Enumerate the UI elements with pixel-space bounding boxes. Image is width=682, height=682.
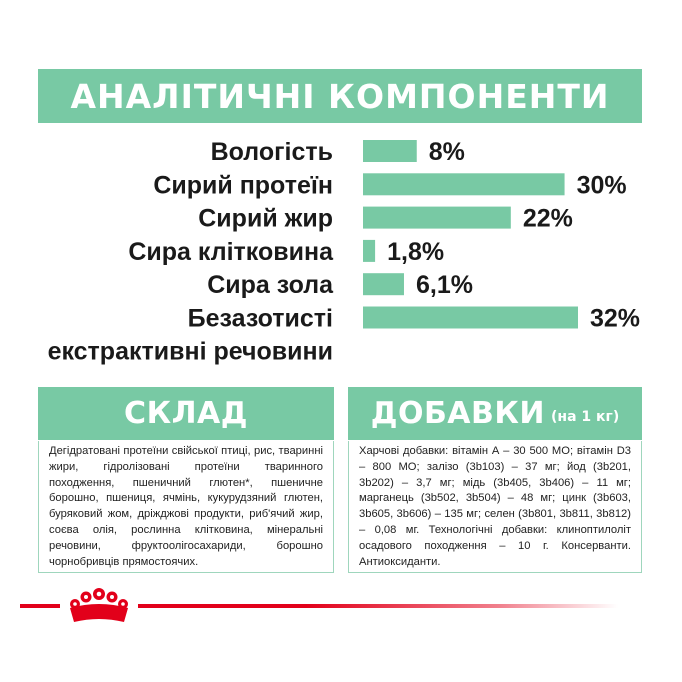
data-label-2: 22% [523,205,573,233]
data-label-0: 8% [429,138,465,166]
data-label-1: 30% [577,171,627,199]
bar-3 [363,239,376,262]
footer-line-right [138,604,618,608]
bar-5 [363,306,578,329]
data-label-4: 6,1% [416,271,473,299]
category-label-3: Сира клітковина [128,238,334,266]
category-label-0: Вологість [211,138,333,166]
additives-header: ДОБАВКИ (на 1 кг) [348,387,642,440]
bar-0 [363,140,417,162]
composition-title: СКЛАД [124,396,248,431]
header-band: АНАЛІТИЧНІ КОМПОНЕНТИ [38,69,642,123]
category-label-5-line-0: Безазотисті [188,305,333,333]
category-label-1: Сирий протеїн [153,171,333,199]
category-label-4: Сира зола [207,271,334,299]
data-label-5: 32% [590,305,640,333]
additives-text: Харчові добавки: вітамін А – 30 500 МО; … [348,441,642,573]
nutrient-bar-chart: 8% Вологість 30% Сирий протеїн 22% Сирий жир 1… [48,138,640,366]
bar-4 [363,273,404,296]
composition-text: Дегідратовані протеїни свійської птиці, … [38,441,334,573]
composition-header: СКЛАД [38,387,334,440]
bar-1 [363,173,565,196]
category-label-5-line-1: екстрактивні речовини [48,338,333,366]
data-label-3: 1,8% [387,238,444,266]
footer-line-left [20,604,60,608]
chart-title: АНАЛІТИЧНІ КОМПОНЕНТИ [70,76,610,116]
category-label-2: Сирий жир [198,205,333,233]
additives-title: ДОБАВКИ [370,396,546,431]
royal-canin-crown-icon [70,588,128,622]
additives-subtitle: (на 1 кг) [551,408,620,425]
bar-2 [363,206,511,229]
